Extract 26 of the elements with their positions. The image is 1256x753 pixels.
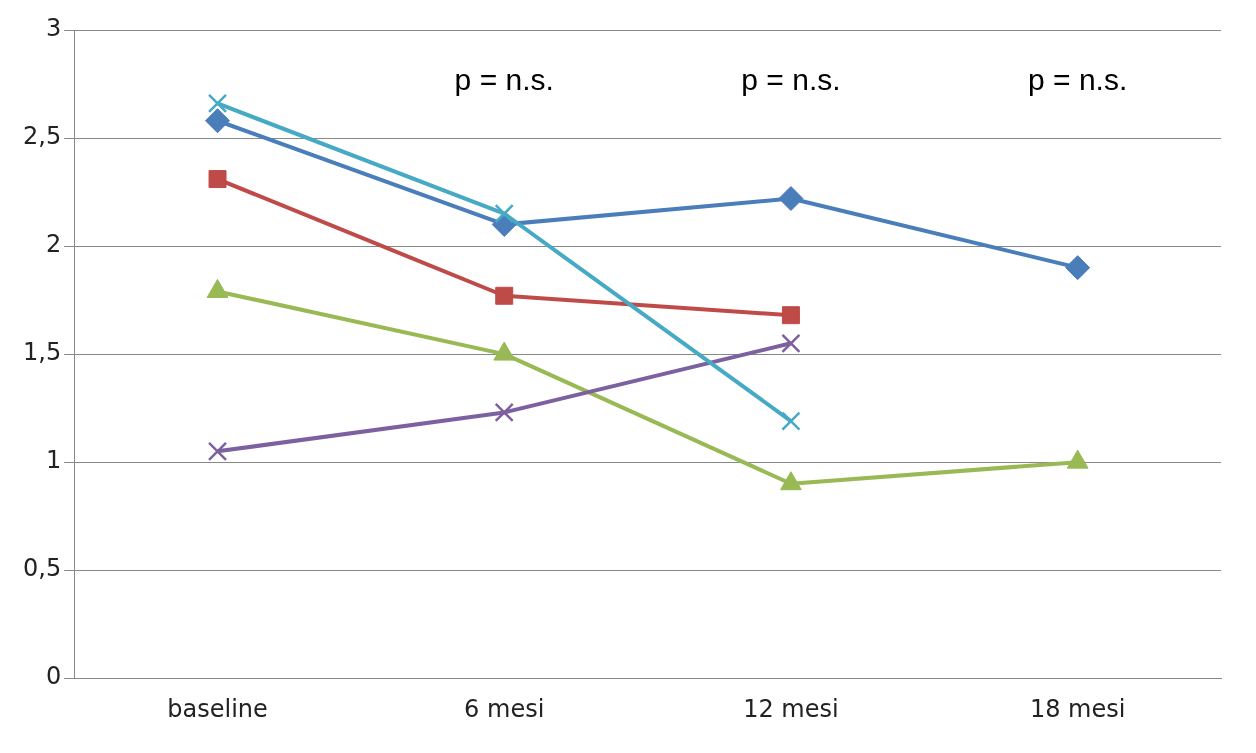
point xyxy=(494,402,514,423)
point xyxy=(207,441,228,462)
point xyxy=(1065,255,1091,281)
point xyxy=(778,186,804,212)
x-tick-label: 18 mesi xyxy=(1029,694,1126,723)
y-tick-label: 2,5 xyxy=(23,122,62,151)
y-tick-label: 0,5 xyxy=(23,554,62,583)
annotation: p = n.s. xyxy=(454,63,554,97)
point xyxy=(205,108,231,134)
point xyxy=(207,93,228,114)
point xyxy=(495,286,514,305)
point xyxy=(781,333,801,354)
y-tick-label: 1,5 xyxy=(23,338,62,367)
x-tick-label: 6 mesi xyxy=(464,694,545,723)
annotation: p = n.s. xyxy=(741,63,841,97)
point xyxy=(208,170,227,189)
y-tick-label: 1 xyxy=(45,446,62,475)
y-tick-label: 2 xyxy=(45,230,62,259)
annotation: p = n.s. xyxy=(1028,63,1128,97)
y-tick-label: 0 xyxy=(45,662,62,691)
x-tick-label: 12 mesi xyxy=(743,694,839,723)
point xyxy=(781,306,800,325)
point xyxy=(494,203,514,224)
y-tick-label: 3 xyxy=(45,14,62,43)
x-tick-label: baseline xyxy=(167,694,268,723)
point xyxy=(781,411,801,431)
